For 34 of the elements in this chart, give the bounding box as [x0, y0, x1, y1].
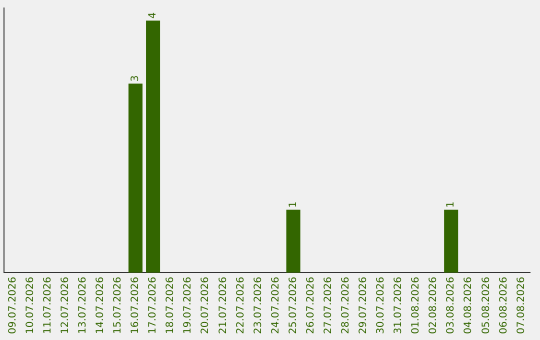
x-tick-label: 01.08.2026 — [410, 276, 422, 334]
x-tick-label: 20.07.2026 — [200, 276, 212, 334]
x-tick-label: 07.08.2026 — [516, 276, 527, 334]
x-tick-label: 03.08.2026 — [446, 276, 457, 334]
x-tick-label: 23.07.2026 — [252, 276, 264, 334]
x-tick-label: 12.07.2026 — [60, 276, 71, 334]
x-tick-label: 19.07.2026 — [182, 276, 194, 334]
x-tick-label: 22.07.2026 — [235, 276, 246, 334]
x-tick-label: 02.08.2026 — [428, 276, 440, 334]
x-tick-label: 17.07.2026 — [148, 276, 159, 334]
x-tick-label: 25.07.2026 — [288, 276, 299, 334]
x-tick-label: 24.07.2026 — [270, 276, 282, 334]
x-tick-label: 10.07.2026 — [24, 276, 36, 334]
x-tick-label: 18.07.2026 — [165, 276, 176, 334]
data-label: 1 — [446, 201, 457, 208]
x-tick-label: 11.07.2026 — [42, 276, 54, 334]
x-tick-label: 30.07.2026 — [376, 276, 387, 334]
x-tick-label: 09.07.2026 — [7, 276, 18, 334]
x-tick-label: 27.07.2026 — [322, 276, 334, 334]
x-tick-label: 16.07.2026 — [130, 276, 142, 334]
x-tick-label: 29.07.2026 — [358, 276, 370, 334]
x-tick-label: 04.08.2026 — [463, 276, 474, 334]
x-tick-label: 21.07.2026 — [218, 276, 229, 334]
x-tick-label: 05.08.2026 — [480, 276, 492, 334]
x-tick-label: 28.07.2026 — [340, 276, 352, 334]
data-label: 4 — [148, 12, 159, 19]
x-tick-label: 06.08.2026 — [498, 276, 510, 334]
x-tick-label: 15.07.2026 — [112, 276, 124, 334]
data-label: 1 — [288, 201, 299, 208]
x-tick-label: 13.07.2026 — [77, 276, 88, 334]
x-tick-label: 14.07.2026 — [95, 276, 106, 334]
x-tick-label: 31.07.2026 — [393, 276, 404, 334]
data-label: 3 — [130, 75, 142, 82]
x-tick-label: 26.07.2026 — [305, 276, 316, 334]
